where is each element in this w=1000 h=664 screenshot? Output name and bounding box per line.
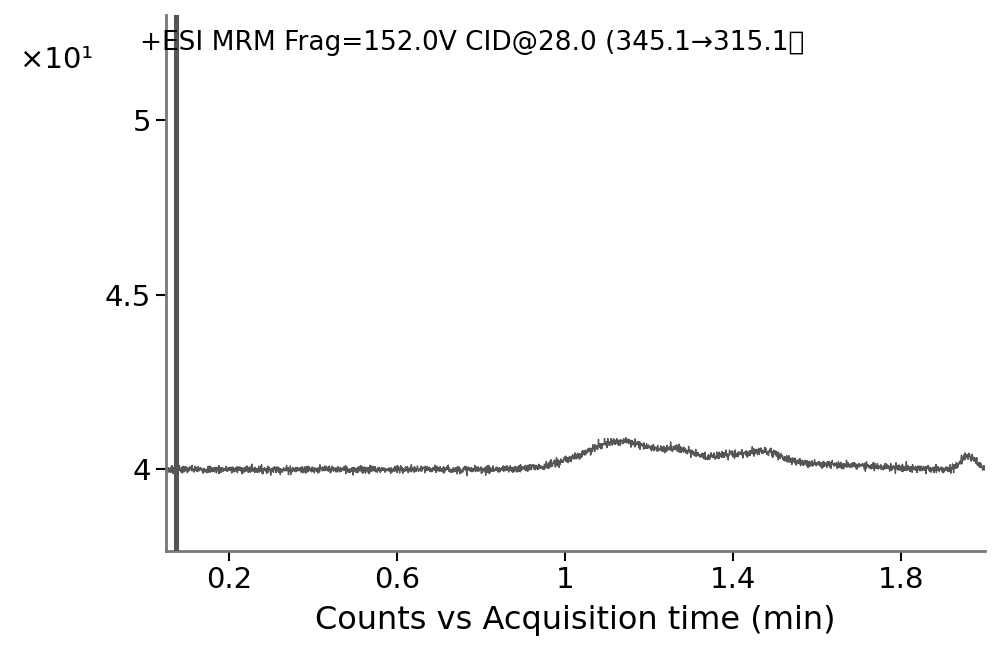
Text: ×10¹: ×10¹	[20, 46, 93, 74]
X-axis label: Counts vs Acquisition time (min): Counts vs Acquisition time (min)	[315, 605, 836, 635]
Text: +ESI MRM Frag=152.0V CID@28.0 (345.1→315.1）: +ESI MRM Frag=152.0V CID@28.0 (345.1→315…	[140, 30, 804, 56]
